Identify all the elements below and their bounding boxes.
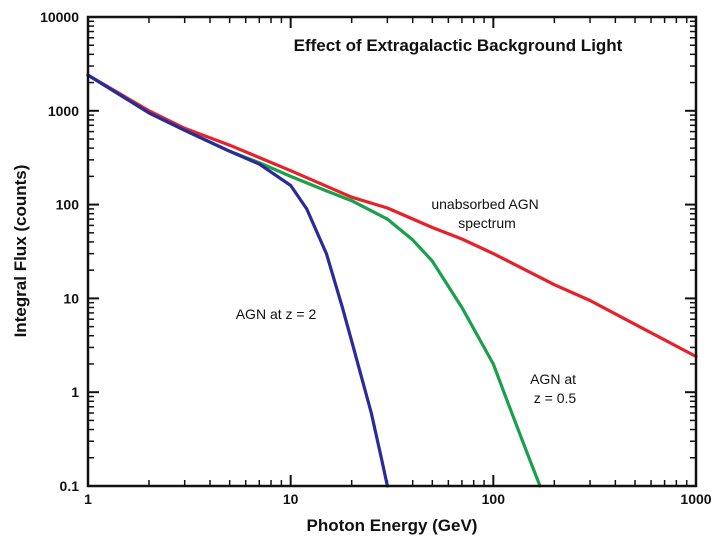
y-axis: 0.1 1 10 100 1000 10000 [40, 9, 696, 494]
y-tick-label: 1 [71, 384, 79, 400]
x-tick-label: 1000 [680, 491, 711, 507]
series-lines [86, 73, 698, 488]
annotation-unabsorbed: unabsorbed AGN spectrum [431, 196, 542, 231]
annotation-unabsorbed-line2: spectrum [458, 215, 516, 231]
y-tick-label: 10000 [40, 9, 79, 25]
x-axis: 1 10 100 1000 [84, 17, 712, 507]
y-tick-label: 10 [63, 290, 79, 306]
y-axis-title: Integral Flux (counts) [11, 165, 30, 338]
series-line-2 [86, 73, 542, 488]
annotation-agn-z05-line2: z = 0.5 [534, 390, 577, 406]
annotation-agn-z2: AGN at z = 2 [236, 306, 317, 322]
x-tick-label: 10 [283, 491, 299, 507]
annotation-agn-z05-line1: AGN at [530, 371, 576, 387]
y-tick-label: 1000 [48, 103, 79, 119]
series-line-3 [86, 73, 389, 488]
x-tick-label: 1 [84, 491, 92, 507]
chart-title: Effect of Extragalactic Background Light [294, 36, 623, 55]
y-tick-label: 0.1 [60, 478, 80, 494]
series-line-1 [86, 73, 698, 359]
x-tick-label: 100 [482, 491, 506, 507]
minor-ticks [88, 17, 696, 486]
y-tick-label: 100 [56, 197, 80, 213]
annotation-unabsorbed-line1: unabsorbed AGN [431, 196, 538, 212]
annotation-agn-z05: AGN at z = 0.5 [530, 371, 580, 406]
x-axis-title: Photon Energy (GeV) [307, 516, 478, 535]
plot-frame [86, 15, 698, 488]
